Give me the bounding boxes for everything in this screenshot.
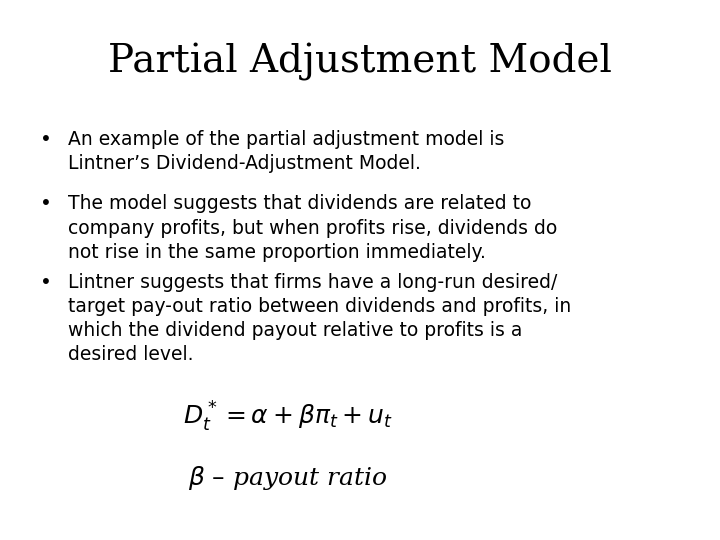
Text: $D_t^* = \alpha + \beta\pi_t + u_t$: $D_t^* = \alpha + \beta\pi_t + u_t$: [183, 400, 393, 434]
Text: $\beta$ – payout ratio: $\beta$ – payout ratio: [189, 464, 387, 492]
Text: •: •: [40, 194, 51, 213]
Text: Lintner suggests that firms have a long-run desired/
target pay-out ratio betwee: Lintner suggests that firms have a long-…: [68, 273, 572, 364]
Text: Partial Adjustment Model: Partial Adjustment Model: [108, 43, 612, 81]
Text: •: •: [40, 273, 51, 292]
Text: •: •: [40, 130, 51, 148]
Text: An example of the partial adjustment model is
Lintner’s Dividend-Adjustment Mode: An example of the partial adjustment mod…: [68, 130, 505, 173]
Text: The model suggests that dividends are related to
company profits, but when profi: The model suggests that dividends are re…: [68, 194, 558, 262]
